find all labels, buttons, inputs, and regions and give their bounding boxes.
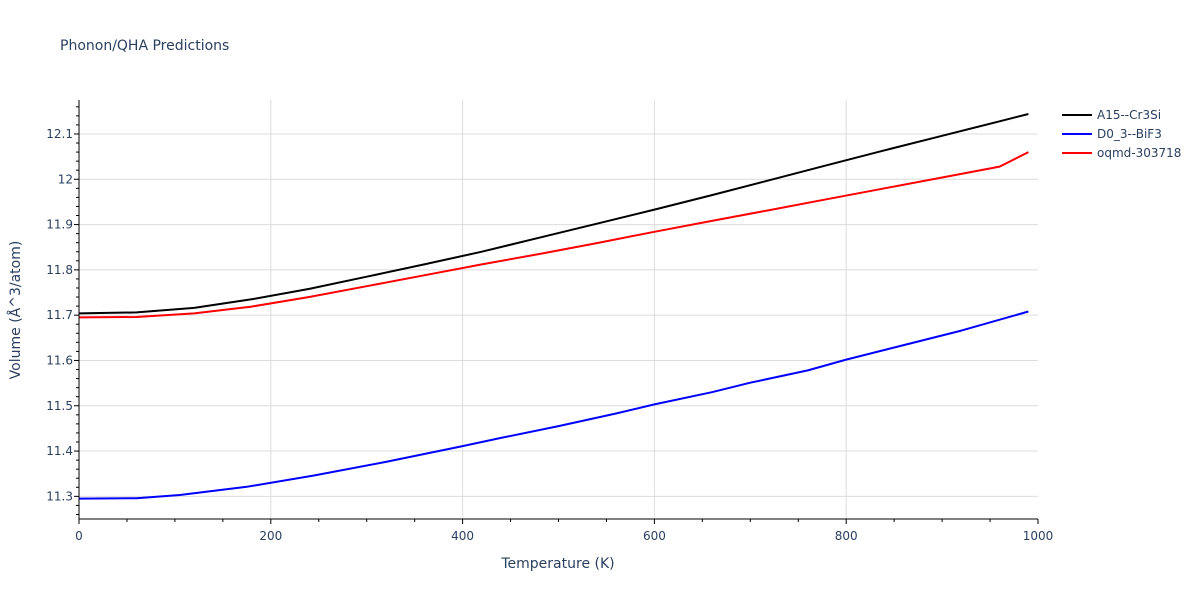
series-lines — [78, 113, 1029, 500]
x-tick-label: 1000 — [1023, 529, 1054, 543]
y-tick-label: 11.5 — [46, 399, 73, 413]
x-tick-label: 200 — [259, 529, 282, 543]
y-tick-label: 11.4 — [46, 444, 73, 458]
y-tick-label: 11.8 — [46, 263, 73, 277]
y-tick-label: 11.3 — [46, 489, 73, 503]
grid-lines — [79, 100, 1038, 519]
legend-label: D0_3--BiF3 — [1097, 127, 1162, 141]
legend[interactable]: A15--Cr3Si D0_3--BiF3 oqmd-303718 — [1062, 108, 1181, 160]
y-tick-label: 12 — [58, 172, 73, 186]
chart-title: Phonon/QHA Predictions — [60, 38, 229, 54]
y-tick-label: 11.7 — [46, 308, 73, 322]
legend-item-D0_3--BiF3[interactable]: D0_3--BiF3 — [1062, 127, 1162, 141]
x-axis-title: Temperature (K) — [500, 556, 614, 572]
series-line-oqmd-303718 — [78, 151, 1029, 319]
y-tick-label: 11.6 — [46, 353, 73, 367]
legend-label: A15--Cr3Si — [1097, 108, 1161, 122]
x-tick-label: 600 — [643, 529, 666, 543]
y-axis-title: Volume (Å^3/atom) — [7, 241, 24, 380]
x-tick-label: 800 — [835, 529, 858, 543]
axes: 0 200 400 600 800 1000 11.3 11.4 11.5 11.6 11.7 11.… — [46, 100, 1053, 543]
y-tick-label: 11.9 — [46, 218, 73, 232]
y-tick-label: 12.1 — [46, 127, 73, 141]
legend-label: oqmd-303718 — [1097, 146, 1181, 160]
legend-item-A15--Cr3Si[interactable]: A15--Cr3Si — [1062, 108, 1161, 122]
legend-item-oqmd-303718[interactable]: oqmd-303718 — [1062, 146, 1181, 160]
series-line-D0_3--BiF3 — [78, 310, 1029, 500]
series-line-A15--Cr3Si — [78, 113, 1029, 315]
x-tick-label: 400 — [451, 529, 474, 543]
x-tick-label: 0 — [75, 529, 83, 543]
